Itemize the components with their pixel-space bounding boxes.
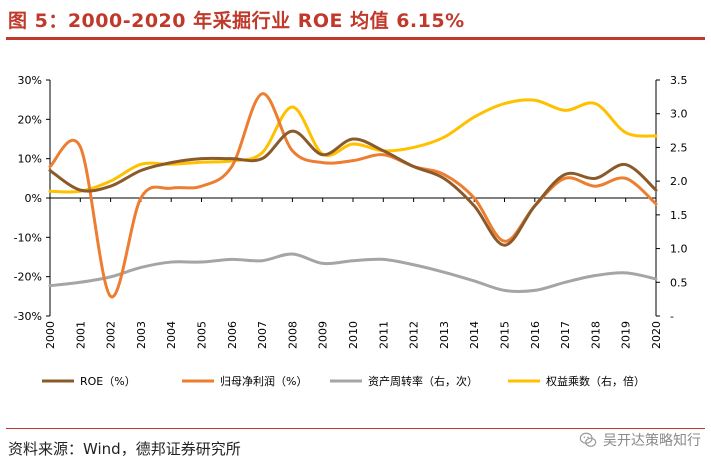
x-tick-label: 2012	[408, 321, 421, 349]
x-tick-label: 2005	[196, 321, 209, 349]
roe-line	[48, 129, 658, 247]
x-tick-label: 2014	[468, 321, 481, 349]
right-tick-label: 3.5	[670, 74, 688, 87]
title-rule	[6, 37, 705, 40]
x-tick-label: 2013	[438, 321, 451, 349]
x-tick-label: 2008	[286, 321, 299, 349]
equity-multiplier-line	[48, 98, 658, 194]
asset-turnover-line	[48, 252, 658, 293]
right-tick-label: 2.0	[670, 175, 688, 188]
legend-asset-turnover-label: 资产周转率（右，次）	[368, 374, 478, 388]
chart-title: 图 5：2000-2020 年采掘行业 ROE 均值 6.15%	[8, 10, 465, 32]
x-tick-label: 2009	[317, 321, 330, 349]
wechat-icon	[579, 432, 597, 447]
x-tick-label: 2001	[74, 321, 87, 349]
left-tick-label: -20%	[14, 271, 42, 284]
x-tick-label: 2019	[620, 321, 633, 349]
legend-net-profit-label: 归母净利润（%）	[220, 374, 307, 388]
left-tick-label: 0%	[25, 192, 42, 205]
x-tick-label: 2007	[256, 321, 269, 349]
right-tick-label: 1.0	[670, 243, 688, 256]
right-tick-label: -	[670, 310, 674, 323]
left-tick-label: 30%	[18, 74, 42, 87]
x-tick-label: 2016	[529, 321, 542, 349]
source-note: 资料来源：Wind，德邦证券研究所	[8, 440, 241, 458]
x-tick-label: 2015	[499, 321, 512, 349]
watermark: 吴开达策略知行	[579, 430, 701, 450]
x-tick-label: 2000	[44, 321, 57, 349]
line-chart: -30% -20% -10% 0% 10% 20% 30% - 0.5 1.0 1.5 2.0 2.5 3…	[14, 74, 688, 388]
chart-legend: ROE（%） 归母净利润（%） 资产周转率（右，次） 权益乘数（右，倍）	[42, 374, 645, 388]
chart-axes: -30% -20% -10% 0% 10% 20% 30% - 0.5 1.0 1.5 2.0 2.5 3…	[14, 74, 688, 349]
x-tick-label: 2018	[589, 321, 602, 349]
x-tick-label: 2006	[226, 321, 239, 349]
x-tick-label: 2010	[347, 321, 360, 349]
right-tick-label: 3.0	[670, 108, 688, 121]
x-tick-label: 2003	[135, 321, 148, 349]
right-tick-label: 2.5	[670, 141, 688, 154]
x-tick-label: 2004	[165, 321, 178, 349]
right-tick-label: 1.5	[670, 209, 688, 222]
footer-rule	[6, 428, 705, 429]
x-tick-label: 2002	[105, 321, 118, 349]
legend-roe-label: ROE（%）	[80, 375, 136, 388]
left-tick-label: 10%	[18, 153, 42, 166]
watermark-text: 吴开达策略知行	[603, 433, 701, 449]
right-tick-label: 0.5	[670, 276, 688, 289]
left-tick-label: -30%	[14, 310, 42, 323]
legend-equity-multiplier-label: 权益乘数（右，倍）	[546, 374, 645, 388]
x-tick-label: 2017	[559, 321, 572, 349]
x-tick-label: 2011	[377, 321, 390, 349]
chart-lines	[48, 92, 658, 299]
left-tick-label: -10%	[14, 231, 42, 244]
left-tick-label: 20%	[18, 113, 42, 126]
x-tick-label: 2020	[650, 321, 663, 349]
